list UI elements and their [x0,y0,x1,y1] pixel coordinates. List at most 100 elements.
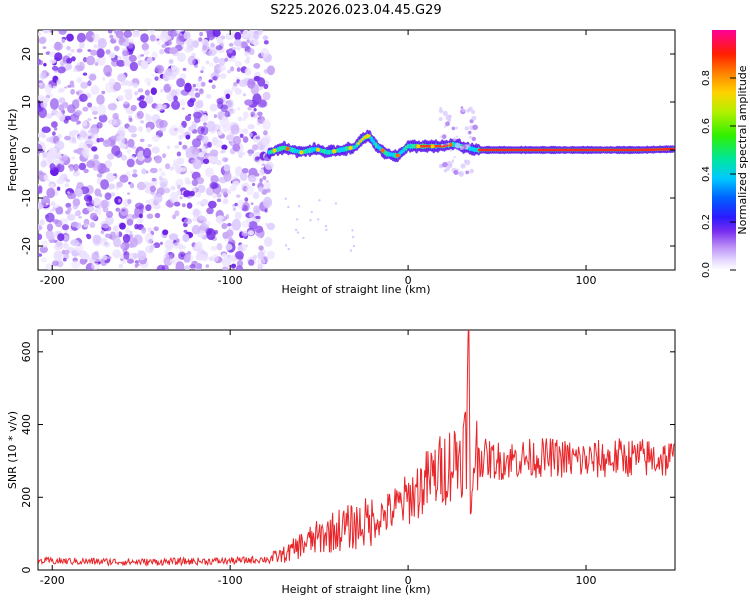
noise-blob [262,119,271,131]
ridge-hot [531,148,535,152]
noise-blob [265,161,274,170]
noise-blob [236,67,241,72]
ridge-spread [459,146,464,150]
noise-blob [41,240,48,248]
ridge-hot [516,148,520,152]
noise-blob [47,179,51,183]
noise-blob [87,80,92,87]
noise-blob [49,98,59,110]
ridge-spread [466,108,471,113]
noise-blob [261,163,266,166]
noise-blob [208,155,218,163]
noise-blob [52,85,57,89]
noise-blob [117,73,126,82]
noise-blob [205,60,210,65]
ridge-spread [471,109,476,115]
noise-blob [208,79,213,83]
noise-blob [249,132,253,138]
noise-blob [67,84,72,88]
noise-blob [222,198,229,205]
noise-blob [86,160,95,169]
noise-blob [220,35,226,40]
snr-x-tick-label: 100 [576,574,597,587]
ridge-hot [603,148,607,152]
noise-blob [169,166,174,171]
ridge-hot [486,148,490,152]
noise-blob [146,127,152,133]
ridge-hot [527,148,530,152]
ridge-hot [512,148,515,152]
ridge-hot [653,148,656,152]
noise-speck [294,228,298,232]
noise-blob [165,200,171,207]
noise-blob [164,250,169,254]
noise-blob [263,181,271,190]
noise-blob [66,33,74,42]
ridge-hot [529,148,532,152]
noise-blob [46,92,53,98]
noise-blob [194,92,201,98]
ridge-spread [471,115,477,121]
noise-blob [128,117,133,123]
noise-blob [70,48,75,53]
noise-blob [75,110,83,116]
noise-blob [177,184,181,190]
noise-blob [228,42,234,47]
noise-blob [96,122,103,129]
noise-blob [103,64,112,77]
noise-blob [93,154,99,160]
noise-blob [126,218,134,226]
noise-blob [152,134,160,142]
noise-blob [147,30,155,35]
noise-blob [126,80,133,87]
noise-blob [100,261,107,267]
noise-blob [146,81,151,86]
noise-blob [266,188,271,193]
noise-blob [43,62,47,67]
ridge-hot [667,147,671,151]
noise-blob [89,128,98,135]
ridge-spread [444,125,447,128]
noise-blob [205,264,210,268]
noise-blob [200,81,206,87]
ridge-hot [484,148,488,152]
noise-blob [73,163,79,172]
noise-blob [203,158,210,165]
ridge-spread [442,110,448,116]
noise-speck [325,228,328,231]
noise-blob [39,72,46,80]
noise-blob [132,173,138,178]
noise-blob [46,233,55,240]
colorbar-tick-label: 0.8 [701,70,712,86]
noise-blob [236,265,243,270]
noise-blob [231,46,237,51]
ridge-spot [395,153,400,158]
noise-blob [203,114,207,117]
ridge-hot [648,148,652,152]
heatmap-x-ticks: -200 -100 0 100 [40,30,597,287]
noise-blob [225,134,235,142]
noise-blob [134,202,144,210]
noise-blob [118,263,124,269]
noise-blob [170,124,179,137]
noise-blob [119,253,124,260]
noise-blob [110,192,116,197]
noise-blob [154,76,159,81]
noise-blob [253,108,257,112]
ridge-spread [445,121,450,127]
noise-blob [209,181,218,190]
noise-blob [223,89,233,97]
noise-blob [164,239,174,251]
noise-blob [212,194,217,199]
noise-blob [170,89,178,98]
noise-blob [176,189,182,197]
noise-blob [57,233,65,242]
noise-blob [109,34,114,39]
noise-blob [105,233,111,238]
noise-blob [127,198,132,205]
noise-blob [263,83,269,90]
noise-blob [74,211,80,217]
noise-blob [123,100,129,105]
ridge-hot [565,148,569,152]
noise-blob [237,116,243,122]
